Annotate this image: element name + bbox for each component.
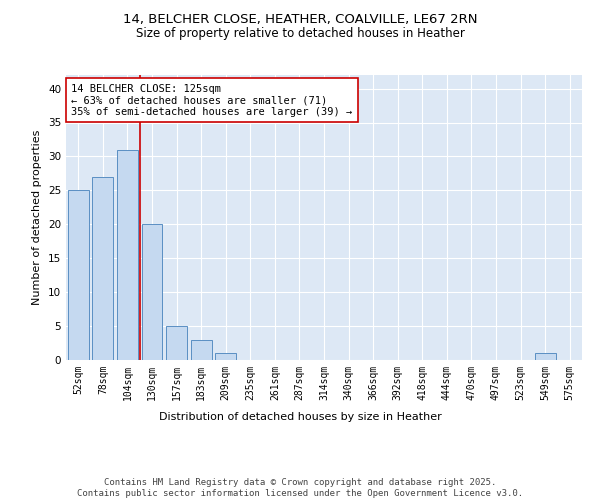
Text: 14 BELCHER CLOSE: 125sqm
← 63% of detached houses are smaller (71)
35% of semi-d: 14 BELCHER CLOSE: 125sqm ← 63% of detach… — [71, 84, 352, 116]
Bar — [535, 353, 556, 360]
Bar — [117, 150, 138, 360]
Text: Contains HM Land Registry data © Crown copyright and database right 2025.
Contai: Contains HM Land Registry data © Crown c… — [77, 478, 523, 498]
Text: Distribution of detached houses by size in Heather: Distribution of detached houses by size … — [158, 412, 442, 422]
Y-axis label: Number of detached properties: Number of detached properties — [32, 130, 43, 305]
Bar — [215, 353, 236, 360]
Bar — [166, 326, 187, 360]
Text: Size of property relative to detached houses in Heather: Size of property relative to detached ho… — [136, 28, 464, 40]
Bar — [142, 224, 163, 360]
Bar — [191, 340, 212, 360]
Text: 14, BELCHER CLOSE, HEATHER, COALVILLE, LE67 2RN: 14, BELCHER CLOSE, HEATHER, COALVILLE, L… — [123, 12, 477, 26]
Bar — [92, 177, 113, 360]
Bar — [68, 190, 89, 360]
